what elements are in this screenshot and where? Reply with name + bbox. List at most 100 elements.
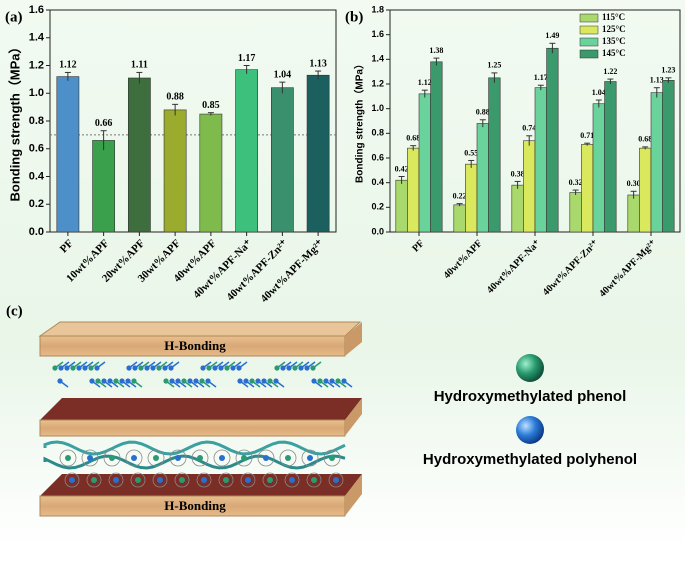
ion: [69, 477, 75, 483]
panel-label: (c): [6, 303, 23, 319]
bar: [430, 61, 443, 233]
board-top: [38, 321, 362, 337]
legend-swatch: [579, 37, 599, 47]
x-tick-label: PF: [410, 238, 426, 254]
atom: [224, 365, 230, 371]
board-label: H-Bonding: [164, 498, 226, 513]
bubble: [257, 449, 275, 467]
value-label: 0.55: [464, 148, 478, 157]
bubble: [86, 472, 102, 488]
ion: [245, 477, 251, 483]
value-label: 0.68: [406, 133, 420, 142]
value-label: 1.11: [131, 60, 148, 71]
ion: [285, 455, 291, 461]
value-label: 0.88: [166, 92, 184, 103]
value-label: 1.22: [603, 67, 617, 76]
y-tick-label: 1.0: [371, 103, 384, 113]
legend-ball: [516, 416, 544, 444]
y-tick-label: 1.6: [371, 29, 384, 39]
value-label: 1.17: [238, 53, 256, 64]
atom: [94, 365, 100, 371]
legend-label: Hydroxymethylated polyhenol: [423, 451, 637, 468]
atom: [101, 378, 107, 384]
ion: [87, 455, 93, 461]
value-label: 1.38: [429, 46, 443, 55]
bubble: [125, 449, 143, 467]
bar: [235, 69, 259, 233]
atom: [125, 378, 131, 384]
atom: [144, 365, 150, 371]
atom: [169, 378, 175, 384]
ion: [219, 455, 225, 461]
legend-label: 115°C: [602, 12, 625, 22]
bubble: [103, 449, 121, 467]
board-label: H-Bonding: [164, 338, 226, 353]
bar: [639, 147, 652, 233]
y-tick-label: 1.4: [371, 54, 384, 64]
atom: [255, 378, 261, 384]
ion: [113, 477, 119, 483]
board-side: [345, 322, 362, 356]
value-label: 0.74: [522, 124, 536, 133]
y-axis-label: Bonding strength（MPa）: [7, 40, 22, 201]
atom: [57, 378, 63, 384]
ion: [135, 477, 141, 483]
atom: [267, 378, 273, 384]
bar: [306, 74, 330, 233]
value-label: 1.04: [274, 69, 292, 80]
legend-ball: [516, 354, 544, 382]
value-label: 0.66: [95, 118, 113, 129]
atom: [126, 365, 132, 371]
bubble: [235, 449, 253, 467]
value-label: 1.23: [661, 66, 675, 75]
bar: [488, 77, 501, 233]
bubble: [279, 449, 297, 467]
atom: [304, 365, 310, 371]
value-label: 1.04: [592, 88, 606, 97]
ion: [329, 455, 335, 461]
atom: [175, 378, 181, 384]
bar: [163, 109, 187, 233]
value-label: 1.13: [650, 76, 664, 85]
atom: [310, 365, 316, 371]
bubble: [108, 472, 124, 488]
ion: [175, 455, 181, 461]
bubble: [191, 449, 209, 467]
atom: [163, 378, 169, 384]
atom: [119, 378, 125, 384]
ion: [289, 477, 295, 483]
atom: [131, 378, 137, 384]
x-tick-label: PF: [58, 237, 76, 255]
y-tick-label: 0.6: [29, 143, 44, 155]
atom: [200, 365, 206, 371]
panel-label: (b): [345, 9, 363, 25]
value-label: 0.42: [395, 164, 409, 173]
atom: [206, 365, 212, 371]
y-tick-label: 0.8: [29, 115, 44, 127]
legend-label: 145°C: [602, 48, 626, 58]
board-front: [39, 419, 346, 437]
bubble: [301, 449, 319, 467]
x-tick-label: 40wt%APF-Zn²⁺: [224, 237, 290, 303]
y-tick-label: 1.4: [29, 32, 45, 44]
bar: [418, 93, 431, 233]
ion: [267, 477, 273, 483]
atom: [193, 378, 199, 384]
bar: [92, 140, 116, 233]
y-axis-label: Bonding strength（MPa）: [353, 59, 366, 183]
atom: [113, 378, 119, 384]
bar: [523, 140, 536, 233]
atom: [323, 378, 329, 384]
value-label: 0.71: [580, 131, 594, 140]
ion: [157, 477, 163, 483]
ion: [201, 477, 207, 483]
bubble: [152, 472, 168, 488]
atom: [317, 378, 323, 384]
board-top: [40, 474, 362, 496]
y-tick-label: 1.2: [29, 59, 44, 71]
atom: [95, 378, 101, 384]
y-tick-label: 1.2: [371, 78, 384, 88]
atom: [58, 365, 64, 371]
atom: [156, 365, 162, 371]
atom: [292, 365, 298, 371]
